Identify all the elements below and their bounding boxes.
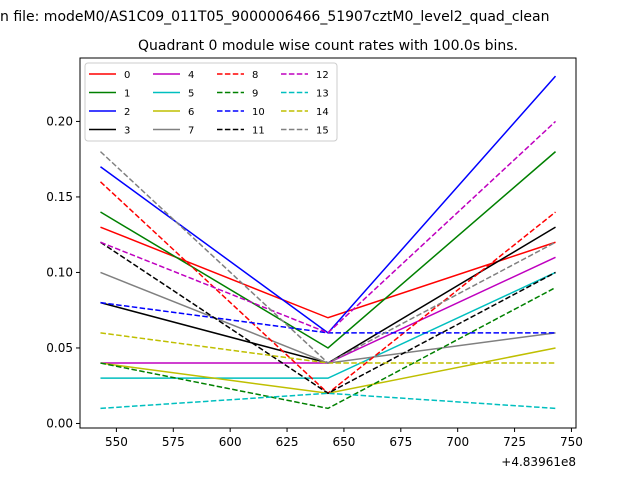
x-tick-label: 750 xyxy=(560,435,583,449)
series-lines xyxy=(99,75,557,410)
x-tick-label: 600 xyxy=(219,435,242,449)
x-axis-offset-label: +4.83961e8 xyxy=(501,455,576,469)
plot-frame xyxy=(79,57,577,429)
legend-label-8: 8 xyxy=(252,70,258,81)
legend-label-9: 9 xyxy=(252,89,258,100)
x-tick-label: 700 xyxy=(446,435,469,449)
legend-label-3: 3 xyxy=(124,126,130,137)
plot-area: 550 575 600 625 650 675 700 725 750 0.000.050.10… xyxy=(46,57,583,469)
x-axis: 550 575 600 625 650 675 700 725 750 xyxy=(105,428,583,449)
series-line-9 xyxy=(100,286,556,410)
legend-label-5: 5 xyxy=(188,89,194,100)
legend-label-15: 15 xyxy=(316,126,329,137)
legend-label-6: 6 xyxy=(188,107,194,118)
legend-label-13: 13 xyxy=(316,89,329,100)
legend-label-4: 4 xyxy=(188,70,194,81)
y-axis: 0.00 0.05 0.10 0.15 0.20 xyxy=(46,114,80,430)
series-line-15 xyxy=(99,151,556,364)
legend-label-2: 2 xyxy=(124,107,130,118)
x-tick-label: 675 xyxy=(389,435,412,449)
series-line-5 xyxy=(100,271,556,379)
legend-label-7: 7 xyxy=(188,126,194,137)
series-line-13 xyxy=(100,392,556,410)
y-tick-label: 0.05 xyxy=(46,341,73,355)
y-tick-label: 0.00 xyxy=(46,416,73,430)
legend-label-11: 11 xyxy=(252,126,265,137)
y-tick-label: 0.10 xyxy=(46,265,73,279)
legend-frame xyxy=(84,62,338,142)
legend-label-14: 14 xyxy=(316,107,329,118)
chart-title: Quadrant 0 module wise count rates with … xyxy=(138,38,518,54)
x-tick-label: 725 xyxy=(503,435,526,449)
legend-label-12: 12 xyxy=(316,70,329,81)
series-line-12 xyxy=(100,120,557,334)
x-tick-label: 575 xyxy=(162,435,185,449)
series-line-11 xyxy=(100,241,556,395)
series-line-1 xyxy=(100,151,557,349)
legend-label-10: 10 xyxy=(252,107,265,118)
y-tick-label: 0.20 xyxy=(46,114,73,128)
y-tick-label: 0.15 xyxy=(46,190,73,204)
figure-suptitle: n file: modeM0/AS1C09_011T05_9000006466_… xyxy=(0,9,549,25)
x-tick-label: 650 xyxy=(332,435,355,449)
legend-label-0: 0 xyxy=(124,70,130,81)
x-tick-label: 550 xyxy=(105,435,128,449)
x-tick-label: 625 xyxy=(276,435,299,449)
legend-label-1: 1 xyxy=(124,89,130,100)
